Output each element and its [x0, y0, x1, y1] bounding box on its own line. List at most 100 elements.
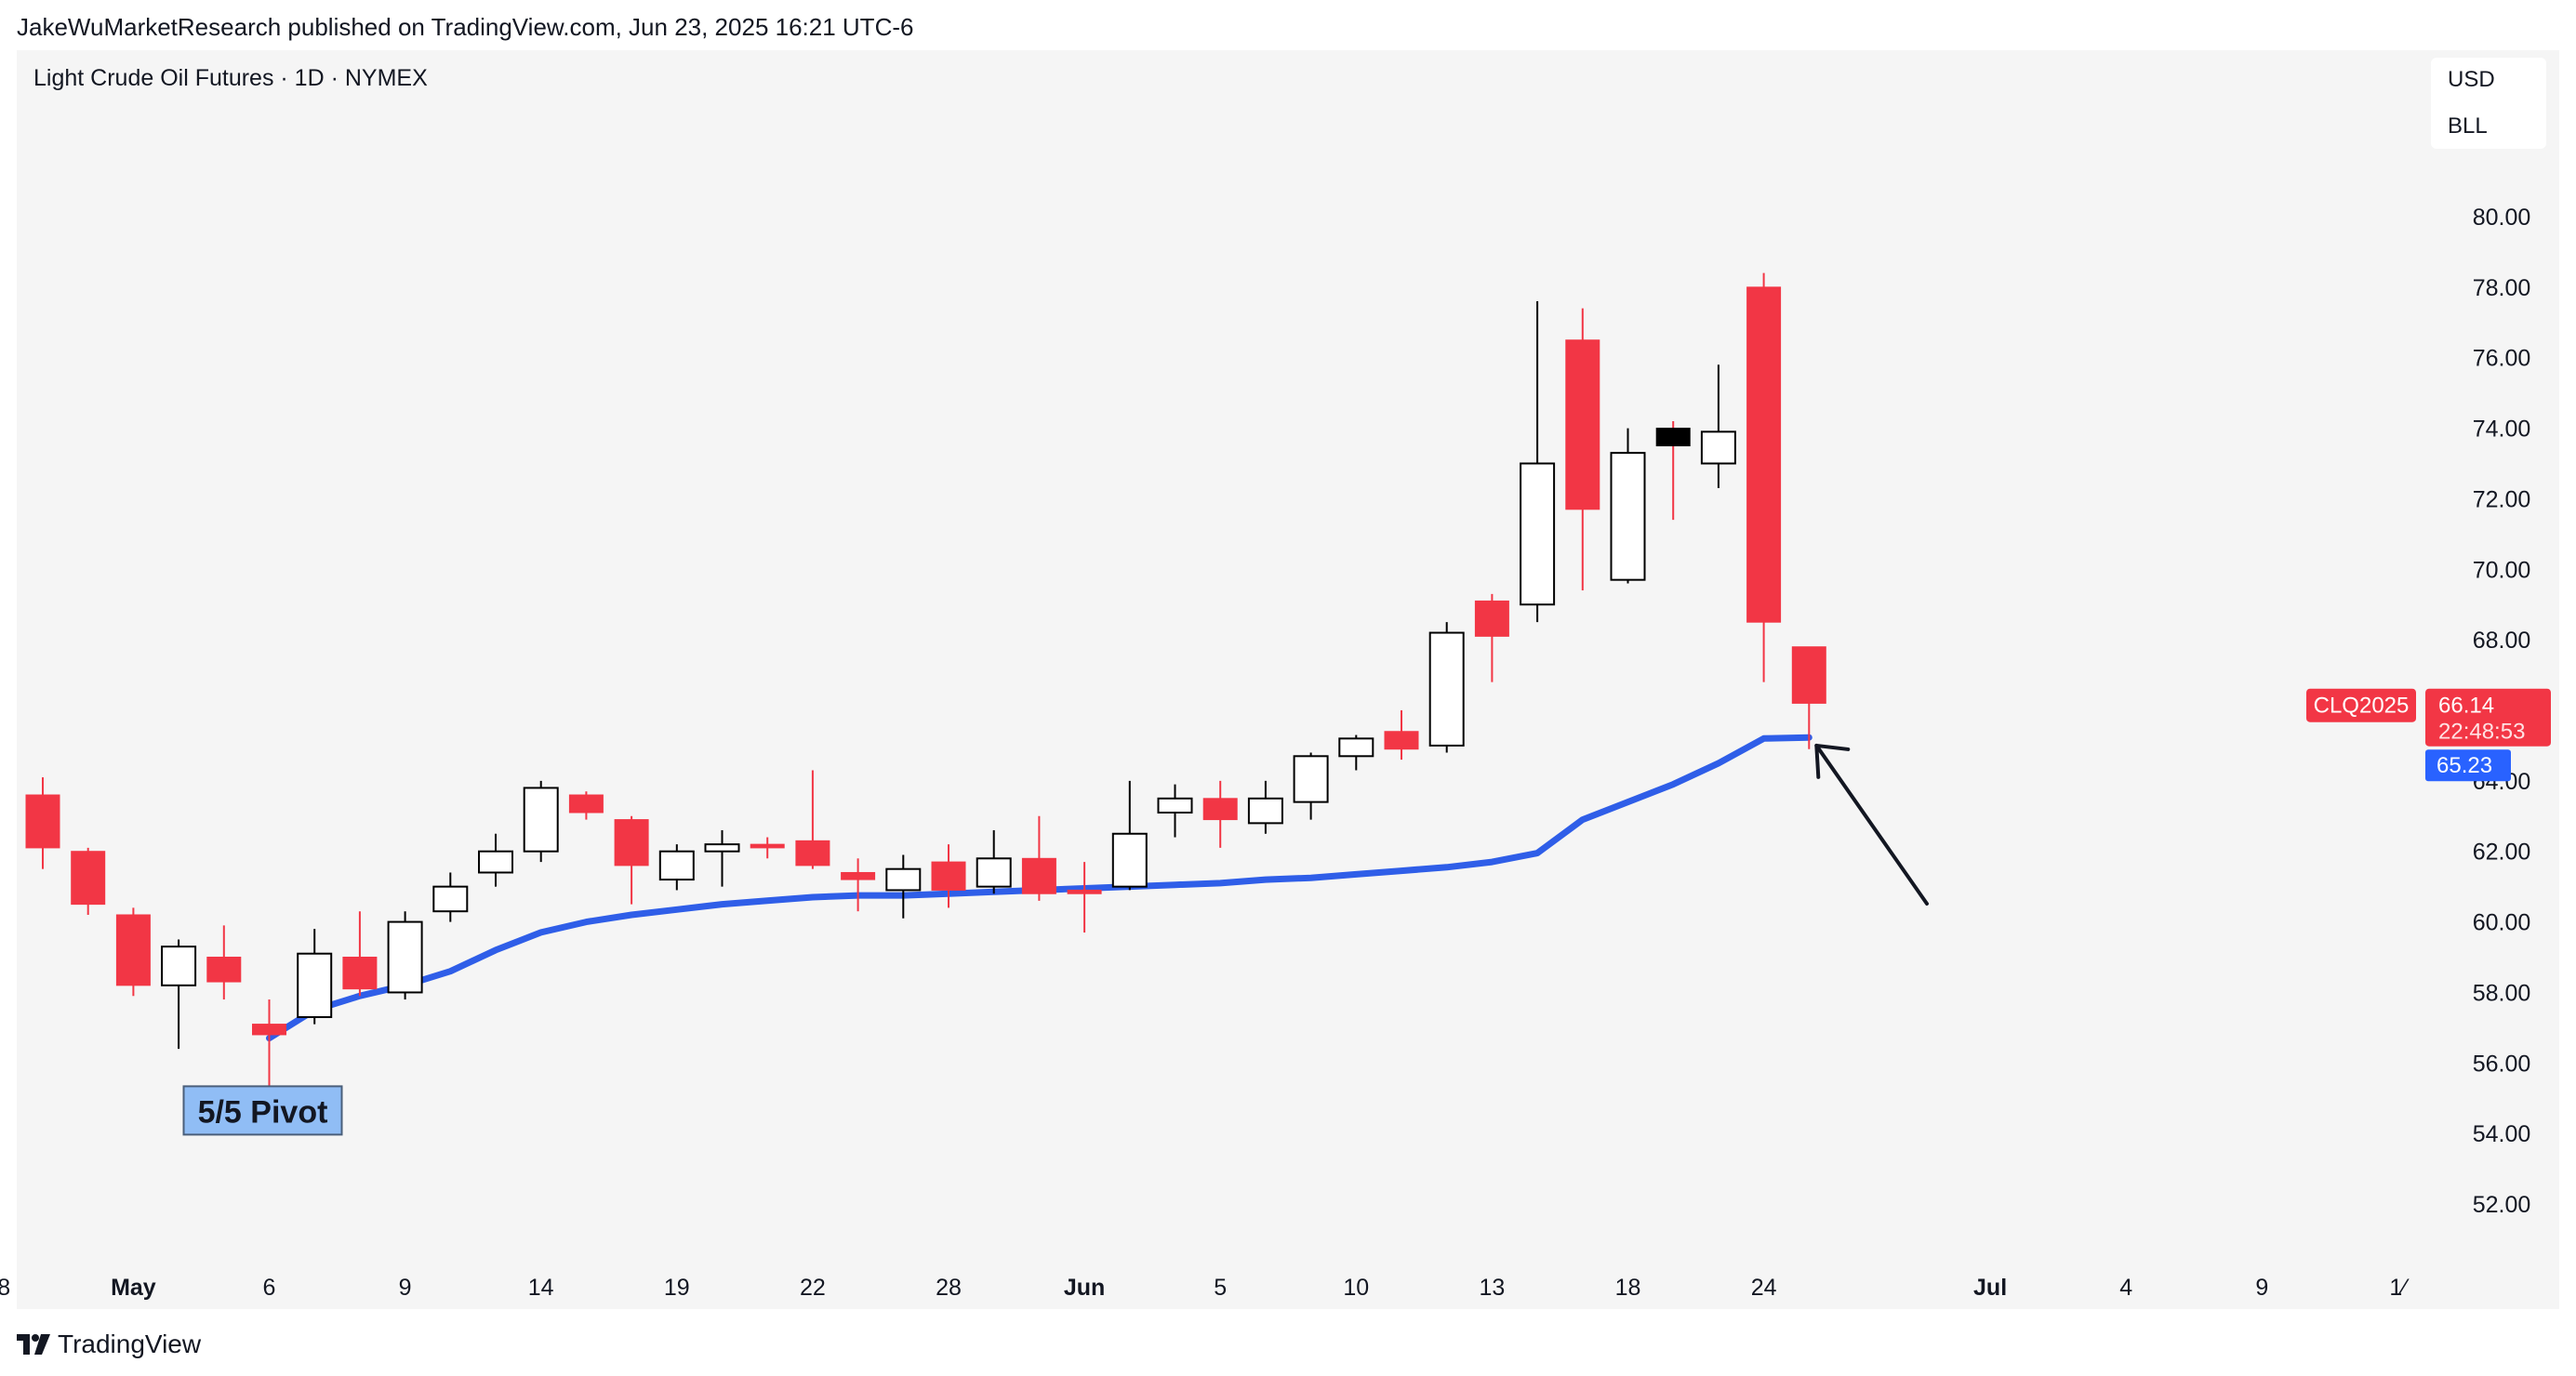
- candle-body: [1474, 600, 1509, 637]
- candle-body: [342, 957, 378, 990]
- candle-body: [1338, 737, 1374, 758]
- candle-body: [161, 946, 197, 986]
- candle-body: [1247, 797, 1283, 825]
- candle-body: [1111, 832, 1148, 888]
- pivot-label-box: [182, 1085, 343, 1136]
- candle-body: [523, 787, 559, 853]
- candle-body: [1565, 339, 1600, 510]
- tradingview-logo[interactable]: TradingView: [17, 1330, 201, 1359]
- candle[interactable]: [342, 911, 378, 997]
- pivot-label: 5/5 Pivot: [198, 1094, 328, 1130]
- candle[interactable]: [25, 777, 60, 869]
- arrow-head: [1814, 743, 1851, 779]
- chart-panel[interactable]: [17, 50, 2559, 1309]
- x-tick-label: 24: [1751, 1275, 1777, 1301]
- candle[interactable]: [1021, 815, 1056, 901]
- brand-name: TradingView: [58, 1330, 202, 1358]
- bar-countdown-label: 22:48:53: [2438, 720, 2525, 745]
- currency-label: USD: [2448, 67, 2495, 92]
- candle[interactable]: [1338, 734, 1374, 771]
- candle[interactable]: [71, 847, 106, 915]
- x-tick-label: 22: [800, 1275, 826, 1301]
- candle[interactable]: [252, 999, 286, 1088]
- candle-body: [387, 920, 423, 994]
- candle[interactable]: [1610, 428, 1646, 584]
- candle[interactable]: [206, 925, 242, 1000]
- candle[interactable]: [1067, 862, 1102, 933]
- candle[interactable]: [1565, 308, 1600, 591]
- candle[interactable]: [1700, 364, 1736, 489]
- candle-body: [25, 794, 60, 849]
- candle-body: [704, 843, 740, 853]
- candle[interactable]: [704, 829, 740, 887]
- candle[interactable]: [1474, 593, 1509, 682]
- candle[interactable]: [1655, 420, 1691, 521]
- candle-body: [1021, 857, 1056, 894]
- currency-unit-box[interactable]: USD BLL: [2431, 58, 2546, 149]
- candle[interactable]: [523, 780, 559, 863]
- arrow-line: [1814, 743, 1929, 906]
- candle-body: [1655, 428, 1691, 447]
- candle-body: [1293, 755, 1329, 803]
- candle[interactable]: [841, 858, 876, 912]
- x-tick-label: 28: [936, 1275, 962, 1301]
- candle-body: [931, 861, 966, 891]
- candle[interactable]: [1111, 780, 1148, 891]
- candle-body: [115, 914, 151, 986]
- y-tick-label: 56.00: [2473, 1051, 2531, 1077]
- candle[interactable]: [885, 854, 922, 919]
- y-tick-label: 54.00: [2473, 1121, 2531, 1147]
- candle-body: [1520, 462, 1556, 606]
- candle[interactable]: [1384, 710, 1419, 761]
- candle[interactable]: [432, 872, 469, 922]
- candle[interactable]: [1520, 301, 1556, 623]
- candle[interactable]: [568, 791, 604, 820]
- candle[interactable]: [115, 907, 151, 997]
- y-tick-label: 72.00: [2473, 486, 2531, 512]
- x-tick-label: Jul: [1973, 1275, 2007, 1301]
- candle[interactable]: [614, 815, 649, 905]
- y-tick-label: 78.00: [2473, 275, 2531, 301]
- candle[interactable]: [161, 939, 197, 1050]
- x-tick-label: 19: [664, 1275, 690, 1301]
- candle[interactable]: [478, 833, 513, 887]
- candle[interactable]: [387, 911, 423, 1000]
- candle[interactable]: [931, 844, 966, 908]
- candle-body: [1067, 889, 1102, 894]
- candle[interactable]: [976, 829, 1012, 894]
- candle-body: [206, 957, 242, 983]
- ma-tag-label: 65.23: [2437, 753, 2492, 778]
- y-tick-label: 62.00: [2473, 840, 2531, 866]
- x-tick-label: 10: [1343, 1275, 1369, 1301]
- tradingview-icon: [17, 1334, 50, 1355]
- candle[interactable]: [1791, 646, 1826, 749]
- candle-body: [252, 1024, 286, 1036]
- candle[interactable]: [1202, 780, 1238, 848]
- candle[interactable]: [1247, 780, 1283, 834]
- y-tick-label: 80.00: [2473, 205, 2531, 231]
- candle-body: [795, 840, 830, 867]
- x-tick-label: 13: [1479, 1275, 1505, 1301]
- candle[interactable]: [1746, 272, 1782, 682]
- y-tick-label: 58.00: [2473, 980, 2531, 1006]
- candle[interactable]: [1293, 752, 1329, 820]
- candle-body: [1610, 452, 1646, 581]
- candle[interactable]: [297, 929, 333, 1025]
- candle-body: [1700, 430, 1736, 465]
- x-tick-label: 28: [0, 1275, 10, 1301]
- candle-body: [297, 952, 333, 1018]
- candle[interactable]: [750, 837, 785, 859]
- unit-label: BLL: [2448, 113, 2488, 139]
- candle-body: [1791, 646, 1826, 704]
- ma-price-tag[interactable]: 65.23: [2425, 749, 2511, 782]
- candle[interactable]: [1428, 622, 1465, 753]
- candle-body: [1746, 286, 1782, 623]
- y-tick-label: 68.00: [2473, 628, 2531, 654]
- candle[interactable]: [795, 770, 830, 869]
- candle-body: [71, 851, 106, 906]
- candle[interactable]: [658, 844, 695, 891]
- candle-body: [841, 871, 876, 880]
- candle[interactable]: [1157, 784, 1193, 838]
